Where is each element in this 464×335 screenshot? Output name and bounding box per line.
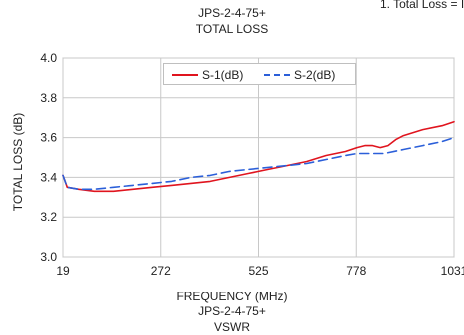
x-tick-label: 19 (56, 264, 70, 278)
x-tick-labels: 19 272 525 778 1031 (56, 264, 464, 278)
series-line-2 (62, 136, 455, 191)
x-axis-label: FREQUENCY (MHz) (176, 292, 288, 303)
gridlines (62, 57, 455, 258)
legend-label-s1: S-1(dB) (202, 68, 244, 82)
y-tick-label: 3.0 (40, 250, 57, 264)
header-note: 1. Total Loss = Ins (380, 0, 464, 11)
second-chart-title-line1: JPS-2-4-75+ (198, 304, 266, 318)
y-tick-label: 3.2 (40, 210, 57, 224)
y-tick-labels: 3.0 3.2 3.4 3.6 3.8 4.0 (40, 51, 57, 264)
legend-label-s2: S-2(dB) (294, 68, 336, 82)
y-tick-label: 4.0 (40, 51, 57, 65)
x-tick-label: 778 (346, 264, 366, 278)
series-lines (62, 120, 455, 193)
y-tick-label: 3.4 (40, 170, 57, 184)
x-tick-label: 272 (151, 264, 171, 278)
x-axis-label-clip: FREQUENCY (MHz) (0, 292, 464, 304)
y-tick-label: 3.8 (40, 91, 57, 105)
legend-swatch-s1 (172, 74, 198, 76)
second-chart-title-line2: VSWR (214, 320, 250, 334)
y-axis-label: TOTAL LOSS (dB) (11, 113, 25, 211)
x-tick-label: 1031 (441, 264, 464, 278)
chart-title-line1: JPS-2-4-75+ (198, 6, 266, 20)
legend-item-s2: S-2(dB) (264, 67, 354, 83)
chart-title-line2: TOTAL LOSS (195, 22, 269, 36)
y-tick-label: 3.6 (40, 131, 57, 145)
legend-swatch-s2 (264, 74, 290, 76)
series-line-1 (62, 120, 455, 193)
legend-item-s1: S-1(dB) (172, 67, 262, 83)
x-tick-label: 525 (248, 264, 268, 278)
legend: S-1(dB) S-2(dB) (163, 63, 356, 85)
